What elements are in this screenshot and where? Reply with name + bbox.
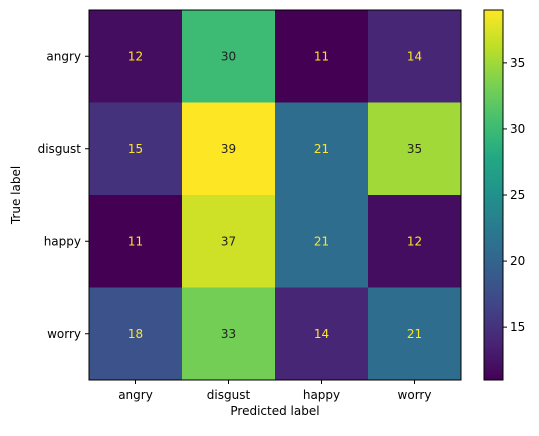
y-axis-label: True label (9, 166, 23, 225)
cell-value-label: 18 (128, 327, 143, 341)
colorbar-tick-label: 35 (510, 56, 525, 70)
y-tick-label: happy (44, 234, 81, 248)
x-tick-label: worry (398, 388, 432, 402)
heatmap-cell (368, 102, 462, 196)
y-tick-label: angry (46, 49, 81, 63)
plot-frame (88, 9, 462, 381)
colorbar (483, 9, 504, 381)
cell-value-label: 14 (314, 327, 329, 341)
heatmap-cell (89, 10, 183, 103)
cell-value-label: 21 (314, 234, 329, 248)
x-tick-label: angry (118, 388, 153, 402)
x-axis-ticks: angry disgust happy worry (118, 380, 431, 402)
heatmap-cell (275, 195, 369, 288)
x-axis-label: Predicted label (230, 404, 319, 418)
colorbar-tick-label: 30 (510, 122, 525, 136)
cell-value-label: 21 (314, 142, 329, 156)
cell-value-label: 35 (407, 142, 422, 156)
colorbar-tick-label: 15 (510, 320, 525, 334)
y-tick-label: disgust (38, 142, 82, 156)
cell-value-label: 12 (407, 234, 422, 248)
heatmap-cell (182, 287, 276, 381)
heatmap-cell (182, 10, 276, 103)
heatmap-cell (275, 10, 369, 103)
cell-value-label: 33 (221, 327, 236, 341)
colorbar-tick-label: 25 (510, 188, 525, 202)
heatmap-cell (89, 195, 183, 288)
heatmap-cell (182, 102, 276, 196)
heatmap-cell (275, 102, 369, 196)
cell-value-label: 14 (407, 49, 422, 63)
cell-value-label: 15 (128, 142, 143, 156)
heatmap-cell (275, 287, 369, 381)
cell-value-label: 11 (128, 234, 143, 248)
y-tick-label: worry (47, 327, 81, 341)
cell-value-labels: 12 30 11 14 15 39 21 35 11 37 21 12 18 33 14 21 (128, 49, 422, 341)
heatmap-cell (182, 195, 276, 288)
cell-value-label: 12 (128, 49, 143, 63)
y-axis-ticks: angry disgust happy worry (38, 49, 89, 341)
cell-value-label: 21 (407, 327, 422, 341)
colorbar-tick-label: 20 (510, 254, 525, 268)
heatmap-cell (89, 287, 183, 381)
heatmap-cell (368, 287, 462, 381)
heatmap-cell (368, 10, 462, 103)
cell-value-label: 30 (221, 49, 236, 63)
heatmap-cell (368, 195, 462, 288)
colorbar-ticks: 15 20 25 30 35 (503, 56, 525, 334)
heatmap-cell (89, 102, 183, 196)
x-tick-label: happy (303, 388, 340, 402)
cell-value-label: 39 (221, 142, 236, 156)
heatmap-cells (89, 10, 462, 381)
cell-value-label: 11 (314, 49, 329, 63)
cell-value-label: 37 (221, 234, 236, 248)
x-tick-label: disgust (207, 388, 251, 402)
